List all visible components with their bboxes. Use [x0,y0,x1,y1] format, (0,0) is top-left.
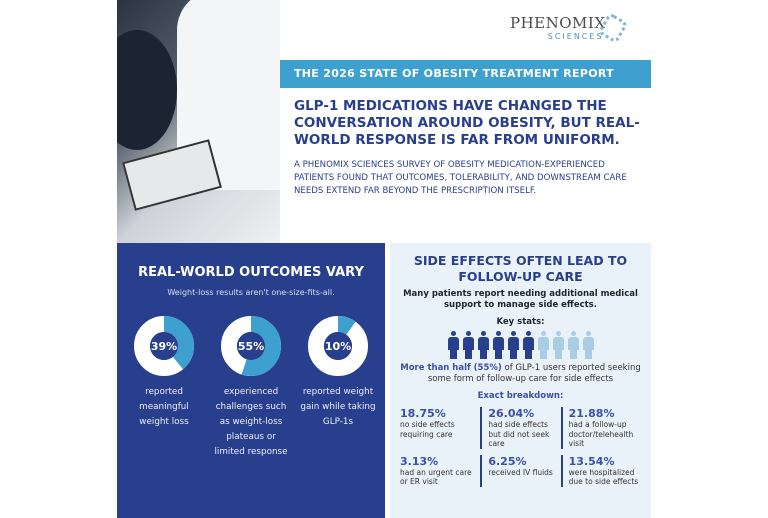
breakdown-pct: 26.04% [488,407,535,420]
breakdown-stat: 21.88% had a follow-up doctor/telehealth … [560,407,641,449]
breakdown-stat: 13.54% were hospitalized due to side effe… [560,454,641,487]
breakdown-pct: 21.88% [568,407,615,420]
breakdown-grid: 18.75% no side effects requiring care 26.0… [400,407,641,487]
report-banner: THE 2026 STATE OF OBESITY TREATMENT REPO… [280,60,651,88]
person-icon [522,331,534,359]
person-icon [537,331,549,359]
side-effects-panel: SIDE EFFECTS OFTEN LEAD TO FOLLOW-UP CAR… [390,243,651,518]
breakdown-text: had a follow-up doctor/telehealth visit [568,420,634,448]
donut-label: 39% [151,340,177,353]
key-stats-label: Key stats: [496,317,545,327]
donut-chart: 55% experienced challenges such as weight… [210,315,292,460]
outcomes-panel: REAL-WORLD OUTCOMES VARY Weight-loss res… [117,243,385,518]
breakdown-stat: 6.25% received IV fluids [480,454,560,487]
donut-fill [134,316,194,376]
side-effects-subtitle: Many patients report needing additional … [403,289,638,310]
breakdown-text: were hospitalized due to side effects [568,467,639,487]
intro-text: A PHENOMIX SCIENCES SURVEY OF OBESITY ME… [294,160,627,196]
donut-caption: reported meaningful weight loss [139,387,189,427]
doctor-photo [117,0,280,243]
person-icon [492,331,504,359]
donut-fill [221,316,281,376]
breakdown-pct: 18.75% [400,407,446,420]
person-icon [462,331,474,359]
donut-chart: 10% reported weight gain while taking GLP… [297,315,379,460]
hero-text: GLP-1 MEDICATIONS HAVE CHANGED THE CONVE… [294,98,646,198]
donut-label: 10% [325,340,351,353]
breakdown-pct: 3.13% [400,454,439,468]
people-pictogram [400,331,641,359]
person-icon [507,331,519,359]
breakdown-text: received IV fluids [488,467,553,477]
donut-chart: 39% reported meaningful weight loss [123,315,205,460]
breakdown-title: Exact breakdown: [477,391,564,401]
person-icon [477,331,489,359]
person-icon [582,331,594,359]
breakdown-text: had an urgent care or ER visit [400,467,472,487]
phenomix-logo: PHENOMIX SCIENCES [510,14,606,41]
breakdown-text: no side effects requiring care [400,420,455,439]
person-icon [552,331,564,359]
side-effects-title: SIDE EFFECTS OFTEN LEAD TO FOLLOW-UP CAR… [413,253,628,284]
breakdown-stat: 18.75% no side effects requiring care [400,407,480,449]
donut-caption: reported weight gain while taking GLP-1s [300,387,376,427]
breakdown-stat: 26.04% had side effects but did not seek … [480,407,560,449]
donut-fill [308,316,368,376]
outcomes-title: REAL-WORLD OUTCOMES VARY [138,265,364,280]
followup-stat: More than half (55%) of GLP-1 users repo… [400,363,641,384]
breakdown-stat: 3.13% had an urgent care or ER visit [400,455,480,487]
donut-label: 55% [238,340,264,353]
breakdown-pct: 13.54% [568,454,615,468]
person-icon [567,331,579,359]
person-icon [447,331,459,359]
breakdown-pct: 6.25% [488,454,527,468]
breakdown-text: had side effects but did not seek care [488,420,550,448]
donut-caption: experienced challenges such as weight-lo… [214,387,288,457]
headline: GLP-1 MEDICATIONS HAVE CHANGED THE CONVE… [294,98,640,148]
outcomes-subtitle: Weight-loss results aren't one-size-fits… [167,288,335,297]
